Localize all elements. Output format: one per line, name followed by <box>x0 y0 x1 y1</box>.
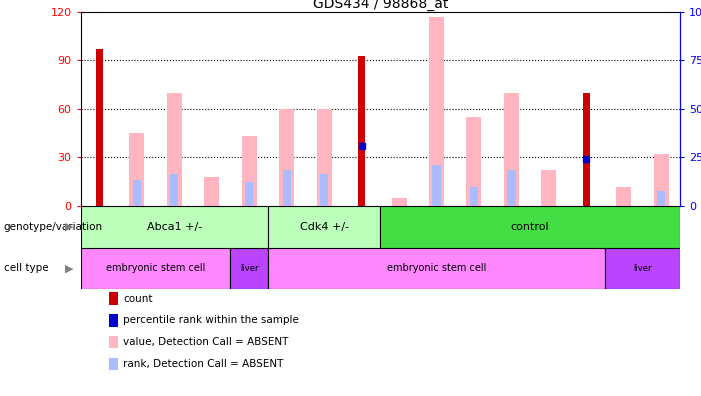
Text: percentile rank within the sample: percentile rank within the sample <box>123 315 299 326</box>
Bar <box>358 55 365 206</box>
Bar <box>433 166 441 206</box>
Text: control: control <box>511 222 550 232</box>
Bar <box>245 182 253 206</box>
Bar <box>204 177 219 206</box>
Text: cell type: cell type <box>4 263 48 273</box>
Bar <box>231 248 268 289</box>
Bar <box>583 93 590 206</box>
Text: embryonic stem cell: embryonic stem cell <box>387 263 486 273</box>
Bar <box>283 170 291 206</box>
Text: liver: liver <box>240 264 259 273</box>
Bar <box>81 206 268 248</box>
Text: Cdk4 +/-: Cdk4 +/- <box>299 222 348 232</box>
Bar <box>268 248 605 289</box>
Bar <box>541 170 557 206</box>
Text: ▶: ▶ <box>65 222 74 232</box>
Bar <box>381 206 680 248</box>
Bar <box>279 109 294 206</box>
Text: liver: liver <box>633 264 652 273</box>
Text: embryonic stem cell: embryonic stem cell <box>106 263 205 273</box>
Text: value, Detection Call = ABSENT: value, Detection Call = ABSENT <box>123 337 289 347</box>
Bar <box>81 248 231 289</box>
Bar <box>392 198 407 206</box>
Bar <box>657 191 665 206</box>
Bar <box>170 173 178 206</box>
Bar <box>242 136 257 206</box>
Text: ▶: ▶ <box>65 263 74 273</box>
Bar <box>429 17 444 206</box>
Title: GDS434 / 98868_at: GDS434 / 98868_at <box>313 0 448 11</box>
Bar <box>129 133 144 206</box>
Bar <box>96 49 103 206</box>
Bar <box>466 117 482 206</box>
Bar <box>504 93 519 206</box>
Bar <box>605 248 680 289</box>
Text: rank, Detection Call = ABSENT: rank, Detection Call = ABSENT <box>123 359 284 369</box>
Text: genotype/variation: genotype/variation <box>4 222 102 232</box>
Bar <box>167 93 182 206</box>
Bar <box>616 187 632 206</box>
Bar <box>132 180 141 206</box>
Text: count: count <box>123 293 153 304</box>
Bar <box>317 109 332 206</box>
Bar <box>268 206 381 248</box>
Text: Abca1 +/-: Abca1 +/- <box>147 222 202 232</box>
Bar <box>508 170 515 206</box>
Bar <box>654 154 669 206</box>
Bar <box>470 187 478 206</box>
Bar <box>320 173 328 206</box>
